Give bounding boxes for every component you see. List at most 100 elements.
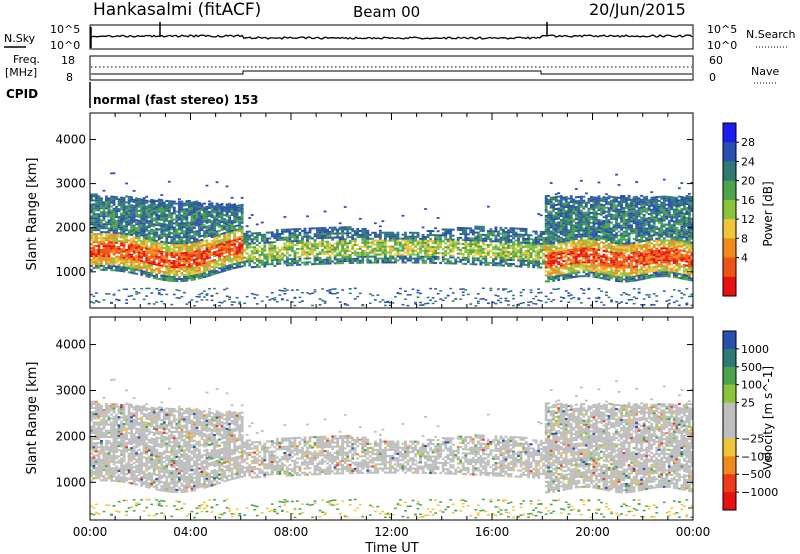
power-cell	[429, 249, 432, 252]
power-cell	[542, 248, 546, 251]
power-cell	[165, 239, 169, 242]
power-cell	[519, 263, 523, 266]
power-cell	[331, 228, 335, 231]
power-cell	[605, 250, 608, 253]
power-cell	[534, 295, 538, 298]
power-cell	[311, 227, 314, 230]
power-cell	[238, 250, 242, 253]
power-cell	[610, 203, 613, 206]
power-cell	[587, 215, 591, 218]
power-cell	[240, 245, 244, 248]
power-cell	[205, 239, 209, 242]
power-cell	[577, 261, 581, 264]
power-cell	[424, 255, 427, 258]
power-cell	[544, 238, 548, 241]
power-cell	[426, 239, 430, 242]
power-cell	[597, 219, 601, 222]
power-cell	[562, 226, 566, 229]
power-cell	[291, 228, 294, 231]
power-cell	[549, 238, 553, 241]
power-cell	[90, 264, 93, 267]
power-cell	[326, 244, 329, 247]
power-cell	[135, 264, 139, 267]
power-cell	[198, 205, 201, 208]
power-cell	[564, 275, 568, 278]
power-cell	[210, 240, 214, 243]
power-cell	[368, 293, 372, 295]
power-cell	[569, 197, 573, 200]
power-cell	[125, 260, 128, 263]
power-cell	[218, 267, 221, 270]
power-cell	[233, 219, 237, 222]
power-cell	[235, 218, 239, 221]
power-cell	[135, 229, 139, 232]
power-cell	[245, 234, 249, 237]
power-cell	[459, 252, 463, 255]
power-cell	[223, 247, 226, 250]
power-cell	[296, 251, 299, 254]
power-cell	[155, 245, 159, 248]
power-cell	[404, 239, 407, 242]
power-cell	[534, 264, 538, 267]
power-cell	[378, 237, 382, 240]
power-cell	[238, 228, 242, 231]
power-cell	[431, 297, 435, 299]
power-cell	[185, 222, 189, 225]
power-cell	[562, 272, 566, 275]
power-cell	[549, 268, 553, 271]
power-cell	[313, 255, 317, 258]
power-cell	[215, 252, 219, 255]
power-cell	[142, 246, 146, 249]
power-cell	[592, 242, 596, 245]
power-cell	[215, 260, 219, 263]
power-cell	[175, 250, 179, 253]
power-cell	[600, 231, 603, 234]
power-cell	[200, 252, 204, 255]
power-cell	[449, 244, 453, 247]
power-cell	[534, 262, 538, 265]
power-cell	[597, 246, 601, 249]
power-cell	[115, 196, 118, 199]
power-cell	[444, 297, 448, 299]
power-cell	[157, 248, 161, 251]
power-cell	[610, 269, 613, 272]
power-cell	[587, 199, 591, 202]
power-cell	[559, 248, 563, 251]
power-cell	[484, 255, 488, 258]
power-cell	[557, 241, 561, 244]
power-cell	[333, 242, 337, 245]
power-cell	[371, 247, 375, 250]
power-cell	[145, 219, 149, 222]
power-cell	[512, 229, 515, 232]
power-cell	[497, 240, 500, 243]
power-cell	[612, 275, 616, 278]
power-cell	[466, 249, 470, 252]
power-cell	[285, 299, 289, 301]
power-cell	[562, 214, 566, 217]
power-cell	[524, 253, 528, 256]
power-cell	[198, 273, 201, 276]
power-cell	[218, 239, 221, 242]
power-cell	[230, 229, 234, 232]
power-cell	[170, 244, 174, 247]
power-cell	[145, 233, 149, 236]
power-cell	[577, 245, 581, 248]
power-cell	[175, 252, 179, 255]
power-cell	[238, 206, 242, 209]
power-cell	[557, 209, 561, 212]
power-cell	[303, 243, 307, 246]
power-cell	[205, 235, 209, 238]
power-cell	[170, 269, 174, 272]
power-cell	[215, 202, 219, 205]
power-cell	[210, 243, 214, 246]
power-cell	[220, 216, 224, 219]
power-cell	[569, 250, 573, 253]
power-cell	[200, 209, 204, 212]
power-cell	[328, 258, 332, 261]
power-cell	[185, 224, 189, 227]
power-cell	[200, 213, 204, 216]
power-cell	[235, 212, 239, 215]
power-cell	[120, 222, 123, 225]
power-cell	[446, 230, 450, 233]
power-cell	[127, 231, 131, 234]
